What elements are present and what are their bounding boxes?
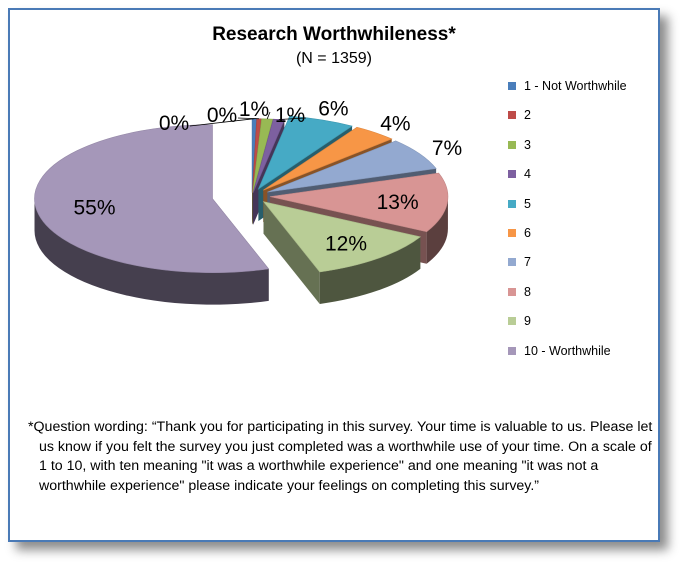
legend-label: 1 - Not Worthwhile — [524, 79, 627, 93]
legend-swatch — [508, 199, 516, 208]
data-label: 13% — [377, 191, 419, 214]
note-text: *Question wording: “Thank you for partic… — [28, 419, 653, 494]
data-label: 1% — [239, 98, 269, 121]
legend-swatch — [508, 170, 516, 179]
slice-top-face — [252, 118, 285, 193]
slice-top-face — [34, 124, 270, 273]
legend-swatch — [508, 82, 516, 90]
question-wording-note: *Question wording: “Thank you for partic… — [28, 418, 656, 496]
data-label: 12% — [325, 233, 367, 256]
data-label: 7% — [432, 137, 462, 160]
legend-label: 9 — [524, 314, 531, 329]
legend-label: 10 - Worthwhile — [524, 343, 611, 358]
slice-top-face — [269, 172, 449, 233]
pie-chart: 0% 0% 1% 1% 6%4%7%13%12%55% — [34, 97, 462, 305]
leader-lines — [189, 111, 307, 127]
pie-slice — [34, 124, 270, 305]
legend-swatch — [508, 258, 516, 267]
legend-label: 5 — [524, 196, 531, 211]
slice-side-wall — [263, 201, 320, 304]
leader-line — [278, 117, 307, 120]
legend-label: 3 — [524, 137, 531, 152]
slice-outer-wall — [426, 196, 448, 264]
legend-swatch — [508, 317, 516, 326]
legend-label: 8 — [524, 284, 531, 299]
leader-line — [237, 117, 260, 120]
data-labels: 0% 0% 1% 1% 6%4%7%13%12%55% — [73, 97, 462, 255]
legend-label: 7 — [524, 255, 531, 270]
slice-outer-wall — [319, 236, 421, 304]
slice-outer-wall — [34, 198, 269, 305]
data-label: 0% — [207, 104, 237, 127]
legend-label: 6 — [524, 226, 531, 240]
chart-title: Research Worthwhileness* — [212, 24, 456, 45]
legend-swatch — [508, 229, 516, 237]
slice-top-face — [267, 140, 437, 193]
legend-swatch — [508, 287, 516, 296]
leader-line — [266, 111, 271, 120]
legend-swatch — [508, 140, 516, 149]
pie-slice — [262, 201, 421, 304]
slice-top-face — [263, 126, 393, 191]
legend-label: 4 — [524, 167, 531, 182]
legend-label: 2 — [524, 108, 531, 123]
data-label: 55% — [73, 197, 115, 220]
slice-top-face — [257, 115, 353, 190]
pie-slices — [34, 115, 449, 305]
slice-top-face — [262, 201, 421, 273]
data-label: 0% — [159, 112, 189, 135]
data-label: 6% — [318, 97, 348, 120]
legend-swatch — [508, 346, 516, 355]
leader-line — [189, 118, 255, 127]
chart-subtitle: (N = 1359) — [295, 50, 373, 67]
legend-swatch — [508, 111, 516, 120]
data-label: 1% — [275, 104, 305, 127]
chart-frame: Research Worthwhileness* (N = 1359) 0% 0%… — [8, 8, 660, 542]
data-label: 4% — [380, 112, 410, 135]
